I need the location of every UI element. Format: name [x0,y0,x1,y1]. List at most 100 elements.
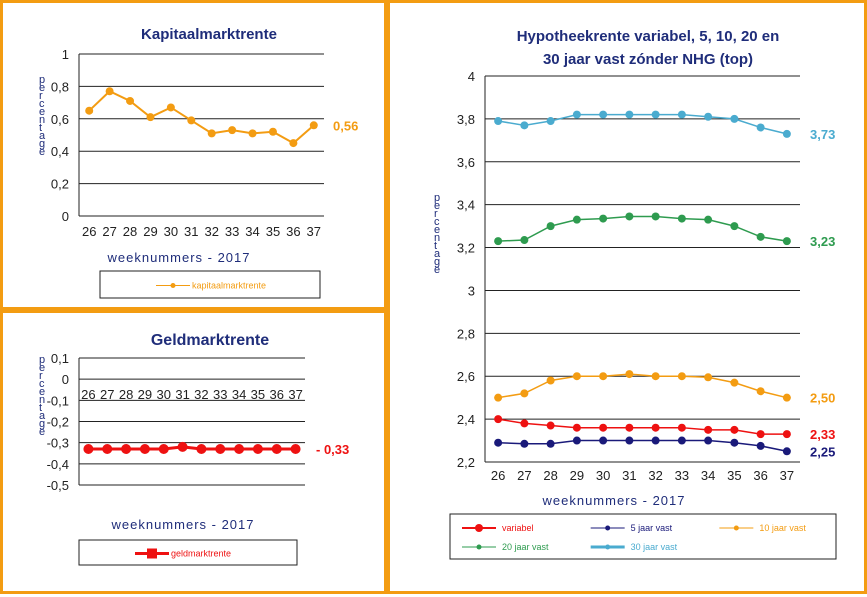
x-tick-label: 35 [727,468,741,483]
data-point [599,372,608,381]
data-point [572,436,581,445]
x-tick-label: 29 [143,224,157,239]
x-tick-label: 26 [81,387,95,402]
x-tick-label: 27 [100,387,114,402]
x-tick-label: 31 [184,224,198,239]
legend-label: 20 jaar vast [502,542,549,552]
x-tick-label: 36 [753,468,767,483]
x-tick-label: 33 [213,387,227,402]
chart-hypotheekrente: Hypotheekrente variabel, 5, 10, 20 en 30 … [434,28,837,560]
data-point [268,127,277,136]
data-point [309,121,318,130]
x-tick-label: 37 [780,468,794,483]
panel-hypotheekrente: Hypotheekrente variabel, 5, 10, 20 en 30 … [387,0,867,594]
series-line [498,418,787,435]
legend-box [99,270,321,299]
data-point [121,444,132,455]
data-point [625,110,634,119]
data-point [177,441,188,452]
y-tick-label: 0,2 [51,177,69,192]
y-tick-label: 2,4 [457,412,475,427]
x-tick-label: 27 [517,468,531,483]
data-point [704,112,713,121]
data-point [704,373,713,382]
y-tick-label: -0,4 [47,457,69,472]
x-axis-label: weeknummers - 2017 [542,493,686,508]
data-point [756,232,765,241]
data-point [782,430,791,439]
data-point [730,438,739,447]
y-tick-label: 4 [468,69,475,84]
data-point [756,387,765,396]
y-tick-label: -0,2 [47,415,69,430]
x-tick-label: 34 [245,224,259,239]
chart-kapitaalmarktrente: Kapitaalmarktrente 0 0,2 0,4 0,6 0,8 1 26 27 28 29… [39,26,358,299]
y-tick-label: 0,4 [51,144,69,159]
series-line [498,113,788,135]
y-tick-label: -0,1 [47,393,69,408]
data-point [599,423,608,432]
data-point [599,110,608,119]
x-tick-label: 26 [82,224,96,239]
y-tick-label: 0,6 [51,112,69,127]
data-point [756,441,765,450]
data-point [625,436,634,445]
data-point [494,415,503,424]
data-point [651,110,660,119]
data-point [704,436,713,445]
data-point [730,425,739,434]
x-tick-label: 34 [701,468,715,483]
chart-geldmarktrente: Geldmarktrente -0,5 -0,4 -0,3 -0,2 -0,1 0 0,1 26… [39,332,349,566]
data-point [187,116,196,125]
y-tick-label: 0 [62,209,69,224]
x-tick-label: 35 [266,224,280,239]
legend-box [78,539,298,566]
data-point [546,376,555,385]
chart-subtitle: 30 jaar vast zónder NHG (top) [543,51,753,68]
end-value-label: - 0,33 [316,442,349,457]
panel-geldmarktrente: Geldmarktrente -0,5 -0,4 -0,3 -0,2 -0,1 0 0,1 26… [0,310,387,594]
y-tick-label: 2,8 [457,326,475,341]
x-tick-label: 28 [123,224,137,239]
legend-box [449,513,837,560]
x-tick-label: 37 [288,387,302,402]
y-tick-label: 0 [62,372,69,387]
series-line [498,373,788,399]
data-point [730,114,739,123]
x-axis-label: weeknummers - 2017 [111,517,255,532]
data-point [207,129,216,138]
data-point [271,444,282,455]
end-value-label: 2,33 [810,427,835,442]
data-point [572,215,581,224]
data-point [625,423,634,432]
data-point [782,129,791,138]
y-tick-label: 2,6 [457,369,475,384]
data-point [730,378,739,387]
data-point [677,436,686,445]
x-tick-label: 28 [119,387,133,402]
legend-marker [605,544,611,550]
data-point [572,110,581,119]
data-point [520,419,529,428]
data-point [215,444,226,455]
legend-marker [605,525,611,531]
data-point [572,423,581,432]
data-point [625,370,634,379]
series-line [88,90,315,145]
y-tick-label: 1 [62,47,69,62]
data-point [625,212,634,221]
data-point [228,126,237,135]
data-point [166,103,175,112]
data-point [139,444,150,455]
data-point [289,139,298,148]
data-point [730,222,739,231]
y-tick-label: 3,8 [457,112,475,127]
data-point [651,423,660,432]
data-point [572,372,581,381]
data-point [248,129,257,138]
chart-title: Kapitaalmarktrente [141,26,277,43]
data-point [756,123,765,132]
data-point [290,444,301,455]
data-point [599,436,608,445]
data-point [494,393,503,402]
